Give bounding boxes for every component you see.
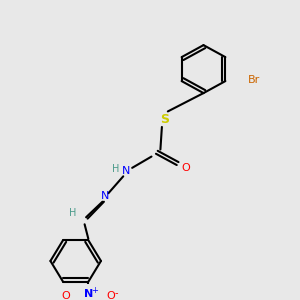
Text: O: O [181,163,190,173]
Text: S: S [160,113,169,126]
Text: O: O [62,291,70,300]
Text: N: N [101,191,110,201]
Text: Br: Br [248,75,260,85]
Text: -: - [115,288,118,298]
Text: +: + [91,286,98,295]
Text: H: H [112,164,119,174]
Text: N: N [122,166,130,176]
Text: H: H [69,208,76,218]
Text: N: N [84,290,93,299]
Text: O: O [106,291,115,300]
